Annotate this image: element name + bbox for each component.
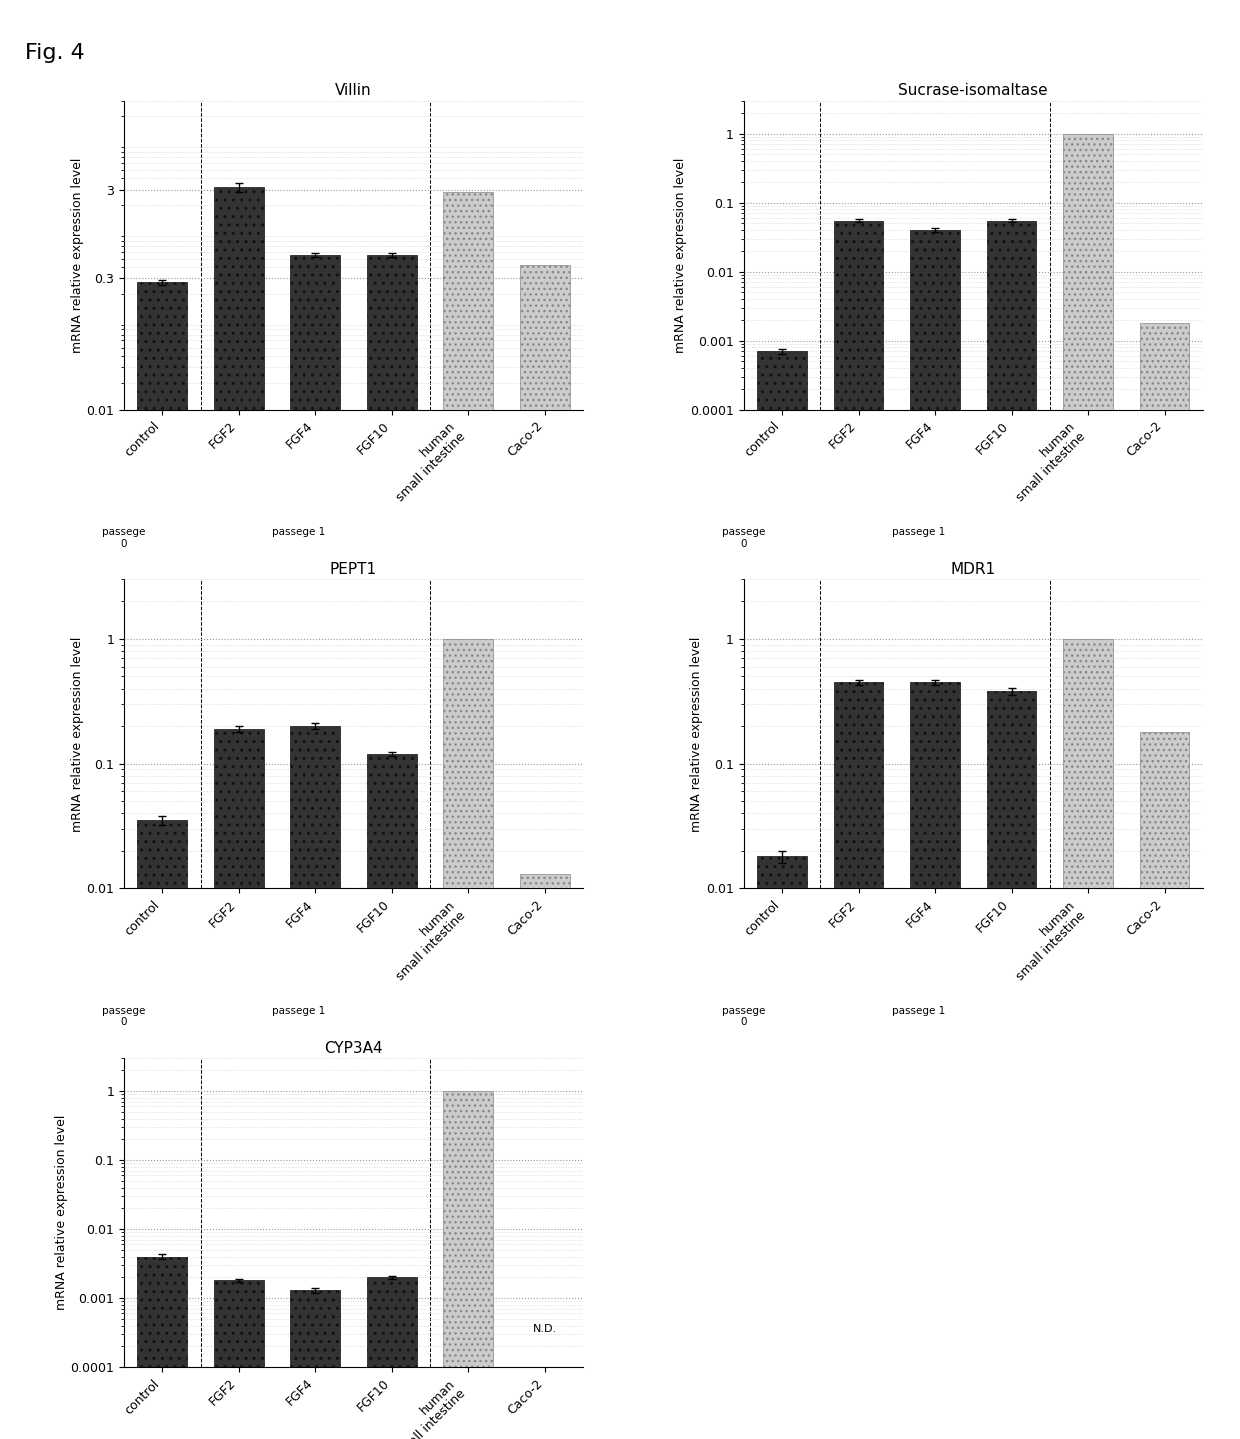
Bar [444, 193, 494, 1439]
Bar [1140, 732, 1189, 1439]
Text: N.D.: N.D. [533, 1324, 557, 1334]
Y-axis label: mRNA relative expression level: mRNA relative expression level [55, 1115, 68, 1311]
Bar [987, 220, 1037, 1439]
Text: passege
0: passege 0 [722, 1006, 765, 1027]
Bar [1063, 639, 1112, 1439]
Bar [758, 856, 807, 1439]
Bar [290, 1291, 340, 1439]
Bar [444, 1091, 494, 1439]
Text: passege
0: passege 0 [103, 1006, 145, 1027]
Title: Sucrase-isomaltase: Sucrase-isomaltase [899, 83, 1048, 98]
Bar [987, 691, 1037, 1439]
Bar [1063, 134, 1112, 1439]
Y-axis label: mRNA relative expression level: mRNA relative expression level [675, 157, 687, 353]
Bar [213, 187, 264, 1439]
Y-axis label: mRNA relative expression level: mRNA relative expression level [71, 636, 83, 832]
Bar [910, 682, 960, 1439]
Title: Villin: Villin [335, 83, 372, 98]
Bar [758, 351, 807, 1439]
Bar [520, 265, 569, 1439]
Bar [833, 682, 883, 1439]
Title: CYP3A4: CYP3A4 [324, 1040, 383, 1056]
Bar [520, 873, 569, 1439]
Bar [290, 255, 340, 1439]
Bar [833, 220, 883, 1439]
Text: passege
0: passege 0 [103, 527, 145, 548]
Title: MDR1: MDR1 [951, 561, 996, 577]
Text: passege 1: passege 1 [892, 527, 945, 537]
Bar [367, 1278, 417, 1439]
Bar [138, 820, 187, 1439]
Text: passege 1: passege 1 [272, 1006, 325, 1016]
Text: Fig. 4: Fig. 4 [25, 43, 84, 63]
Bar [367, 754, 417, 1439]
Bar [290, 727, 340, 1439]
Bar [444, 639, 494, 1439]
Text: passege 1: passege 1 [272, 527, 325, 537]
Bar [367, 255, 417, 1439]
Bar [138, 1256, 187, 1439]
Bar [910, 230, 960, 1439]
Bar [138, 282, 187, 1439]
Y-axis label: mRNA relative expression level: mRNA relative expression level [71, 157, 83, 353]
Text: passege 1: passege 1 [892, 1006, 945, 1016]
Title: PEPT1: PEPT1 [330, 561, 377, 577]
Text: passege
0: passege 0 [722, 527, 765, 548]
Bar [213, 730, 264, 1439]
Y-axis label: mRNA relative expression level: mRNA relative expression level [691, 636, 703, 832]
Bar [213, 1281, 264, 1439]
Bar [1140, 322, 1189, 1439]
